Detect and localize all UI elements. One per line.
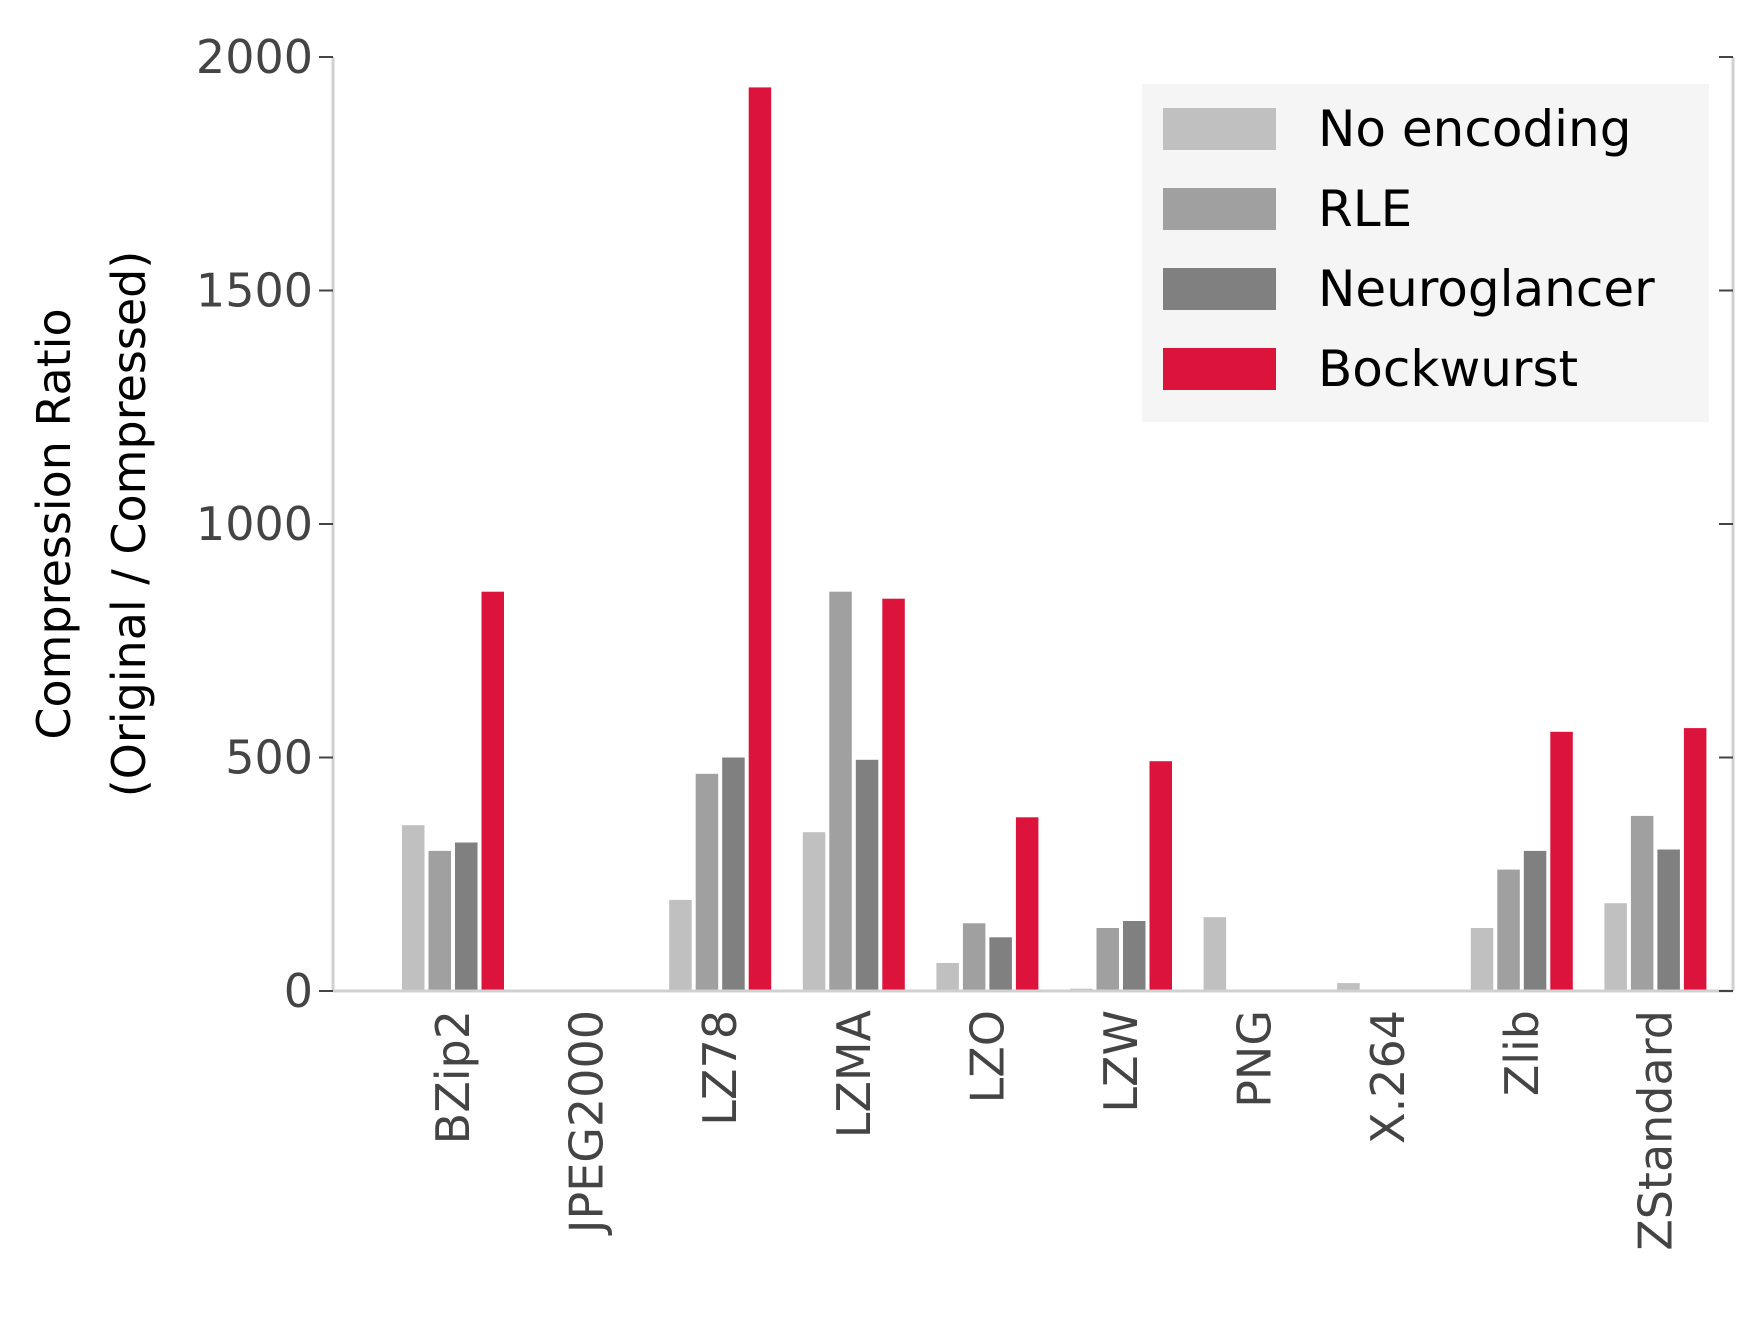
bar-lzo-no-encoding [936,963,959,991]
bar-png-no-encoding [1203,917,1227,991]
legend-swatch [1163,348,1276,390]
y-tick-label: 1000 [196,497,313,551]
bar-lz78-rle [695,773,719,991]
x-tick-label: LZMA [827,1009,881,1138]
legend-label: No encoding [1318,100,1631,158]
bar-bzip2-bockwurst [481,591,504,991]
legend-label: Bockwurst [1318,340,1578,398]
bar-lzw-bockwurst [1149,761,1172,991]
bar-bzip2-neuroglancer [455,842,478,991]
bar-lzma-no-encoding [802,832,826,991]
legend-label: RLE [1318,180,1412,238]
legend-swatch [1163,268,1276,310]
bar-lzo-neuroglancer [989,937,1012,991]
bar-zstandard-neuroglancer [1657,849,1680,991]
y-tick-label: 1500 [196,264,313,318]
bar-lzma-neuroglancer [855,759,879,991]
y-tick-label: 500 [225,731,313,785]
bar-lzma-bockwurst [882,598,905,991]
y-ticks-group: 0 500 1000 1500 2000 [196,30,1733,1018]
y-axis-title-line: (Original / Compressed) [102,251,156,798]
legend-swatch [1163,108,1276,150]
x-tick-label: LZO [960,1010,1014,1103]
y-axis-title-line: Compression Ratio [27,308,81,739]
legend-swatch [1163,188,1276,230]
bar-zlib-bockwurst [1550,731,1573,991]
x-tick-label: X.264 [1361,1010,1415,1144]
bar-lzma-rle [829,591,852,991]
legend-label: Neuroglancer [1318,260,1655,318]
bar-lzw-rle [1096,928,1119,991]
bar-zlib-no-encoding [1470,928,1494,991]
y-tick-label: 0 [284,964,313,1018]
bar-zlib-neuroglancer [1523,850,1547,991]
bar-lz78-neuroglancer [722,757,745,991]
x-tick-label: ZStandard [1628,1010,1682,1251]
x-tick-label: PNG [1228,1010,1282,1108]
bar-zlib-rle [1497,869,1520,991]
bars-group [402,87,1707,991]
x-tick-label: BZip2 [426,1010,480,1144]
bar-lz78-bockwurst [748,87,772,991]
x-tick-label: Zlib [1495,1010,1549,1096]
y-axis-title: Compression Ratio (Original / Compressed) [27,251,156,798]
y-tick-label: 2000 [196,30,313,84]
bar-zstandard-no-encoding [1604,903,1627,991]
bar-zstandard-bockwurst [1683,728,1707,991]
bar-bzip2-rle [428,850,451,991]
bar-zstandard-rle [1630,815,1654,991]
x-tick-label: LZW [1094,1010,1148,1113]
x-tick-label: LZ78 [693,1010,747,1126]
legend: No encoding RLE Neuroglancer Bockwurst [1142,84,1709,422]
bar-lzw-neuroglancer [1123,921,1146,991]
bar-x264-no-encoding [1337,983,1360,991]
bar-lz78-no-encoding [669,899,692,991]
bar-bzip2-no-encoding [402,825,425,991]
x-tick-label: JPEG2000 [560,1010,614,1236]
bar-lzo-bockwurst [1015,817,1039,991]
x-ticks-group: BZip2 JPEG2000 LZ78 LZMA LZO LZW PNG X.264 Zlib Z… [426,1009,1682,1250]
bar-lzo-rle [962,923,986,991]
